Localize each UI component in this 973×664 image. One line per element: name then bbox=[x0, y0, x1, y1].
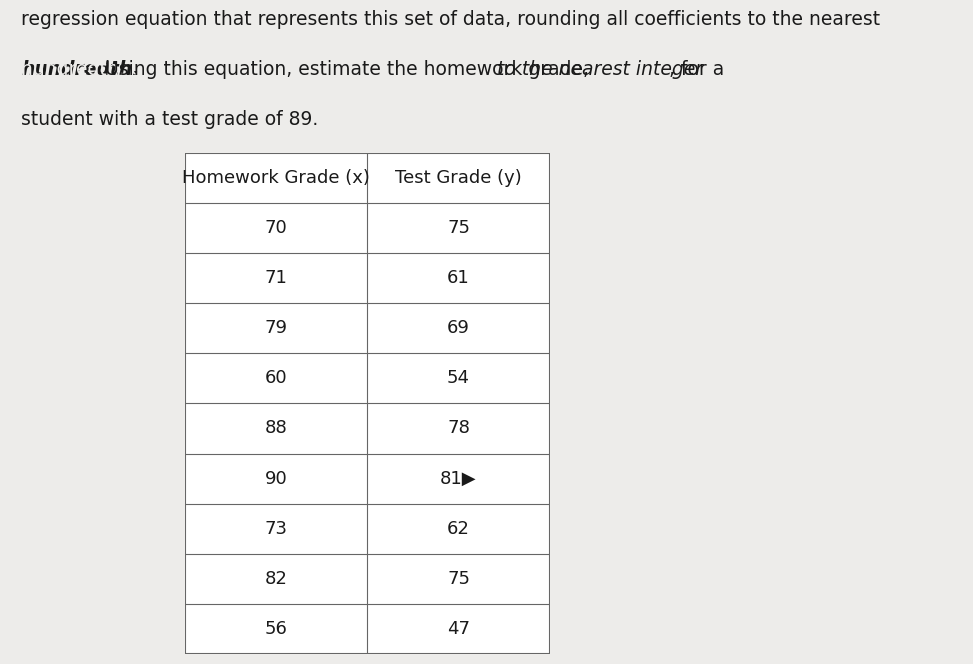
Text: Using this equation, estimate the homework grade,: Using this equation, estimate the homewo… bbox=[99, 60, 595, 79]
Text: 82: 82 bbox=[265, 570, 288, 588]
Text: 56: 56 bbox=[265, 620, 288, 638]
Text: 47: 47 bbox=[447, 620, 470, 638]
Text: 90: 90 bbox=[265, 469, 287, 487]
Text: 78: 78 bbox=[447, 420, 470, 438]
Text: 79: 79 bbox=[265, 319, 288, 337]
Text: Homework Grade (x): Homework Grade (x) bbox=[182, 169, 370, 187]
Text: 54: 54 bbox=[447, 369, 470, 387]
Text: hundredth. Using this equation, estimate the homework grade,: hundredth. Using this equation, estimate… bbox=[21, 60, 621, 79]
Text: 81▶: 81▶ bbox=[440, 469, 477, 487]
Text: 60: 60 bbox=[265, 369, 287, 387]
Text: regression equation that represents this set of data, rounding all coefficients : regression equation that represents this… bbox=[21, 9, 881, 29]
Text: 70: 70 bbox=[265, 219, 287, 237]
Text: 71: 71 bbox=[265, 269, 288, 287]
Text: 69: 69 bbox=[447, 319, 470, 337]
Text: 88: 88 bbox=[265, 420, 287, 438]
Text: 73: 73 bbox=[265, 520, 288, 538]
Text: 75: 75 bbox=[447, 219, 470, 237]
Text: 62: 62 bbox=[447, 520, 470, 538]
Text: 75: 75 bbox=[447, 570, 470, 588]
Text: to the nearest integer: to the nearest integer bbox=[497, 60, 703, 79]
Text: student with a test grade of 89.: student with a test grade of 89. bbox=[21, 110, 318, 129]
Text: , for a: , for a bbox=[668, 60, 724, 79]
Text: Test Grade (y): Test Grade (y) bbox=[395, 169, 522, 187]
Text: hundredth.: hundredth. bbox=[21, 60, 140, 79]
Text: 61: 61 bbox=[448, 269, 470, 287]
